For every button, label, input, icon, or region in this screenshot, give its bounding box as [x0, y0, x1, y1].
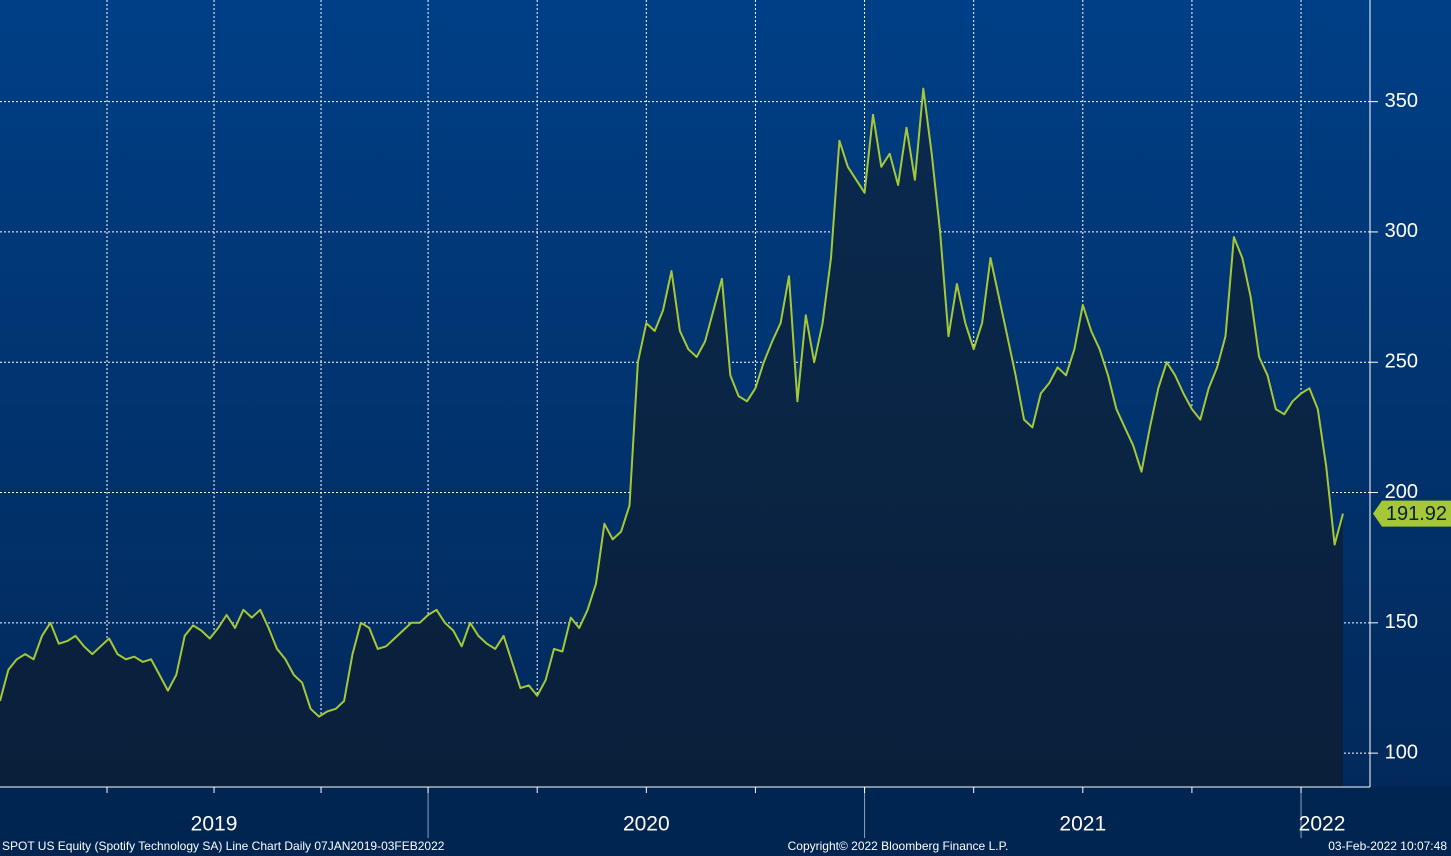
- y-tick-label: 300: [1385, 220, 1418, 242]
- y-tick-label: 250: [1385, 351, 1418, 373]
- axis-band: [0, 787, 1451, 856]
- timestamp: 03-Feb-2022 10:07:48: [1328, 839, 1447, 853]
- x-tick-label: 2022: [1299, 813, 1346, 836]
- y-tick-label: 350: [1385, 90, 1418, 112]
- x-tick-label: 2020: [623, 813, 670, 836]
- x-tick-label: 2021: [1059, 813, 1106, 836]
- last-value-tag: [1373, 500, 1451, 527]
- price-line: [0, 87, 1344, 718]
- y-tick-label: 200: [1385, 481, 1418, 503]
- copyright: Copyright© 2022 Bloomberg Finance L.P.: [788, 839, 1009, 853]
- chart-title: SPOT US Equity (Spotify Technology SA) L…: [2, 839, 445, 853]
- x-tick-label: 2019: [191, 813, 238, 836]
- y-tick-label: 150: [1385, 611, 1418, 633]
- area: [0, 88, 1343, 788]
- y-tick-label: 100: [1385, 741, 1418, 763]
- last-value-label: 191.92: [1386, 503, 1447, 525]
